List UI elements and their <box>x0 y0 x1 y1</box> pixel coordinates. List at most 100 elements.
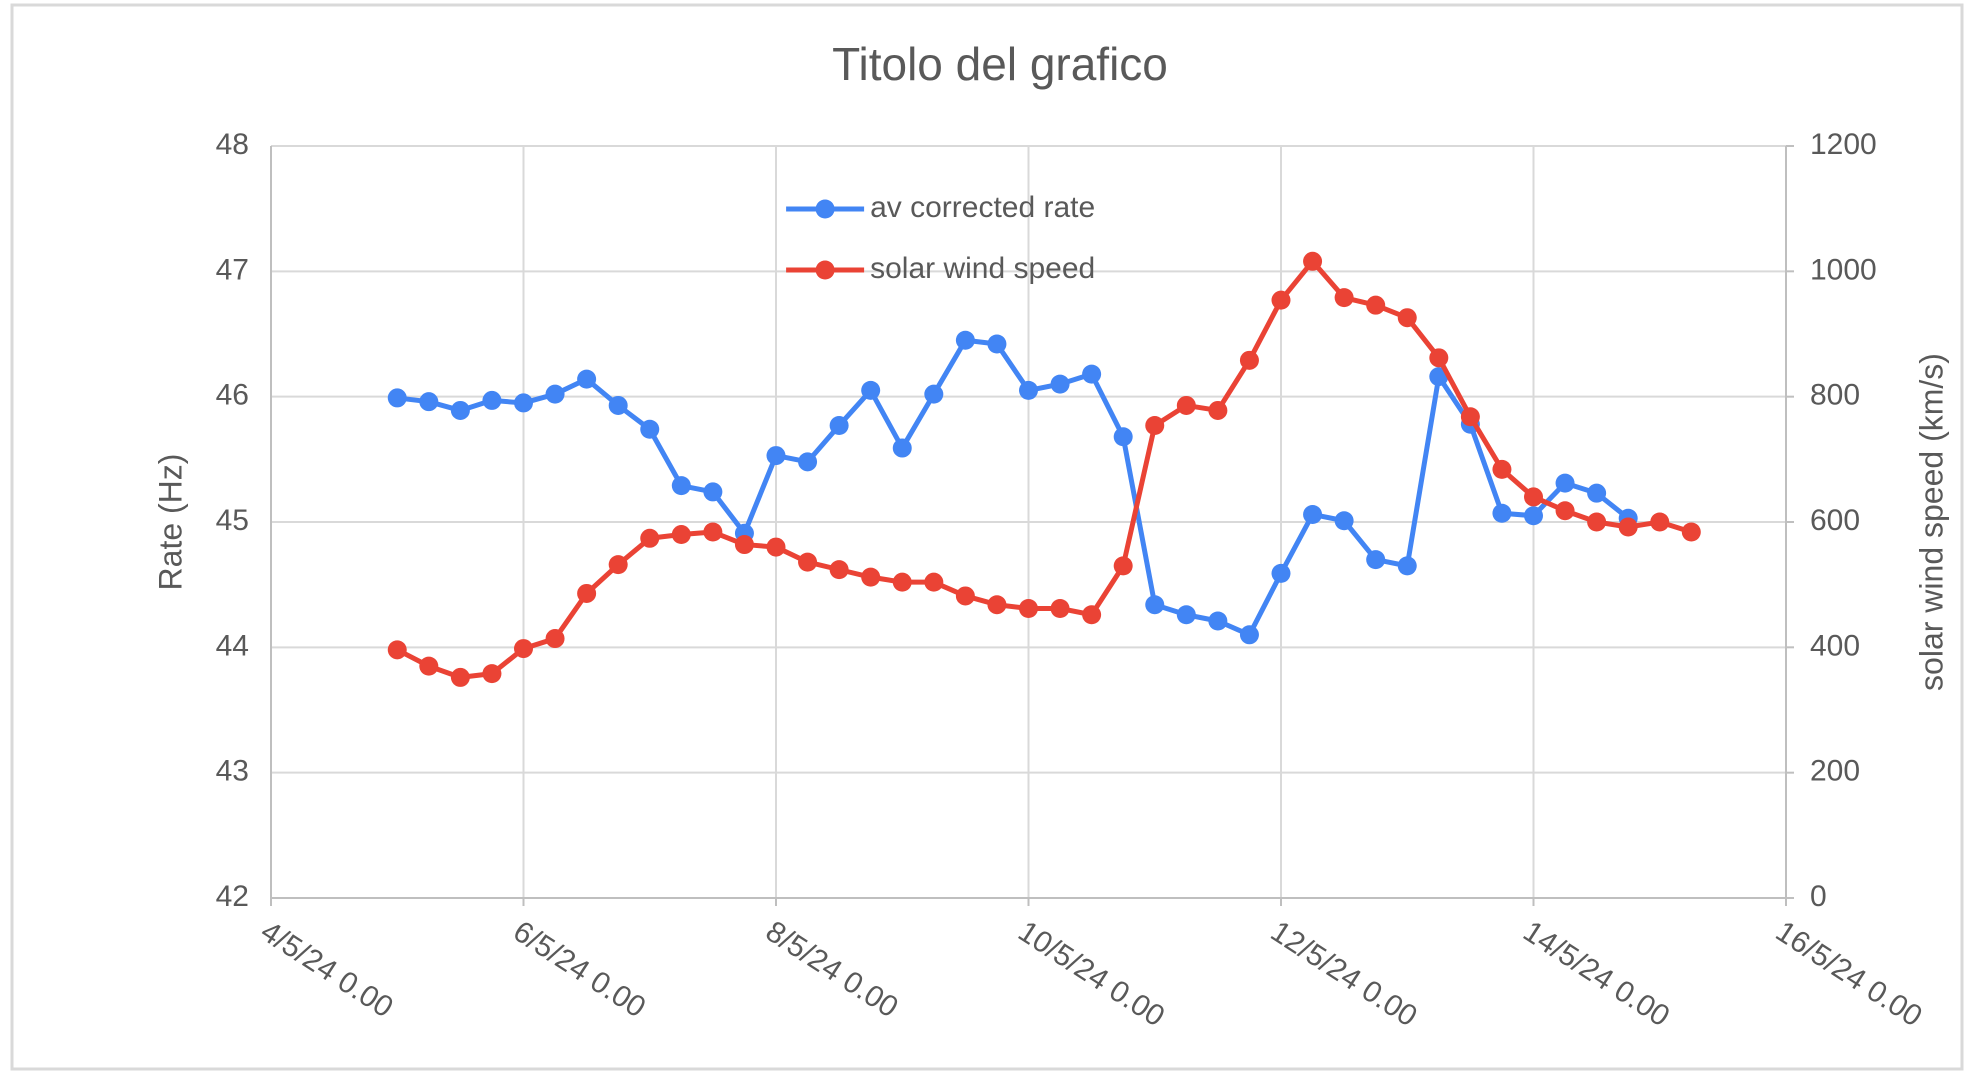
data-point <box>1082 605 1102 625</box>
legend-label: solar wind speed <box>870 252 1095 285</box>
data-point <box>1113 556 1133 576</box>
data-point <box>1524 506 1543 526</box>
data-point <box>1303 504 1323 524</box>
y-tick-label: 46 <box>216 379 249 412</box>
data-point <box>608 555 628 575</box>
data-point <box>1366 550 1386 570</box>
data-point <box>1145 595 1165 615</box>
data-point <box>1555 473 1575 493</box>
data-point <box>1176 395 1196 415</box>
data-point <box>798 552 818 572</box>
data-point <box>861 380 881 400</box>
data-point <box>1145 415 1165 435</box>
data-point <box>892 572 912 592</box>
data-point <box>924 384 944 404</box>
data-point <box>1397 556 1417 576</box>
data-point <box>1492 503 1512 523</box>
y-tick-label: 44 <box>216 629 249 662</box>
data-point <box>419 656 439 676</box>
data-point <box>987 334 1007 354</box>
data-point <box>1019 380 1038 400</box>
data-point <box>671 525 691 545</box>
data-point <box>450 400 470 420</box>
data-point <box>577 369 597 389</box>
data-point <box>861 567 881 587</box>
data-point <box>1524 487 1543 507</box>
y-tick-label: 47 <box>216 253 249 286</box>
data-point <box>1555 501 1575 521</box>
data-point <box>545 384 565 404</box>
legend-marker <box>815 260 835 280</box>
data-point <box>1082 364 1102 384</box>
data-point <box>1429 348 1449 368</box>
data-point <box>1492 459 1512 479</box>
data-point <box>640 419 660 439</box>
legend-marker <box>815 199 835 219</box>
data-point <box>924 572 944 592</box>
data-point <box>1334 288 1354 308</box>
data-point <box>1587 483 1607 503</box>
y2-tick-label: 800 <box>1810 379 1860 412</box>
y2-tick-label: 200 <box>1810 755 1860 788</box>
data-point <box>1239 625 1259 645</box>
y2-tick-label: 1200 <box>1810 128 1877 161</box>
data-point <box>703 482 723 502</box>
data-point <box>1271 290 1291 310</box>
data-point <box>987 595 1007 615</box>
y-tick-label: 42 <box>216 880 249 913</box>
data-point <box>1113 427 1133 447</box>
data-point <box>829 415 849 435</box>
series-line <box>396 337 1630 638</box>
data-point <box>734 535 754 555</box>
data-point <box>798 452 818 472</box>
data-point <box>1208 611 1228 631</box>
data-point <box>545 629 565 649</box>
data-point <box>1050 598 1070 618</box>
data-point <box>1176 605 1196 625</box>
data-point <box>1271 563 1291 583</box>
data-point <box>419 392 439 412</box>
chart-title: Titolo del grafico <box>832 38 1168 90</box>
data-point <box>1050 374 1070 394</box>
data-point <box>514 393 533 413</box>
data-point <box>1618 517 1638 537</box>
data-point <box>829 560 849 580</box>
data-point <box>387 388 407 408</box>
data-point <box>387 640 407 660</box>
data-point <box>608 395 628 415</box>
data-point <box>1366 295 1386 315</box>
data-point <box>450 667 470 687</box>
data-point <box>482 664 502 684</box>
y2-tick-label: 0 <box>1810 880 1827 913</box>
y-axis-label: Rate (Hz) <box>152 454 188 591</box>
data-point <box>482 390 502 410</box>
data-point <box>955 586 975 606</box>
chart-frame <box>10 3 1964 1071</box>
data-point <box>1019 598 1038 618</box>
data-point <box>766 537 786 557</box>
legend-label: av corrected rate <box>870 191 1095 224</box>
data-point <box>892 438 912 458</box>
y2-tick-label: 600 <box>1810 504 1860 537</box>
data-point <box>955 330 975 350</box>
data-point <box>766 446 786 466</box>
data-point <box>1208 400 1228 420</box>
data-point <box>1587 512 1607 532</box>
data-point <box>671 476 691 496</box>
y-tick-label: 45 <box>216 504 249 537</box>
data-point <box>1239 350 1259 370</box>
data-point <box>1650 512 1670 532</box>
data-point <box>1334 511 1354 531</box>
data-point <box>1303 251 1323 271</box>
y-tick-label: 48 <box>216 128 249 161</box>
y2-tick-label: 1000 <box>1810 253 1877 286</box>
data-point <box>640 528 660 548</box>
data-point <box>1681 522 1701 542</box>
data-point <box>514 639 533 659</box>
data-point <box>577 583 597 603</box>
y-tick-label: 43 <box>216 755 249 788</box>
y2-axis-label: solar wind speed (km/s) <box>1913 353 1949 691</box>
data-point <box>1397 308 1417 328</box>
y2-tick-label: 400 <box>1810 629 1860 662</box>
